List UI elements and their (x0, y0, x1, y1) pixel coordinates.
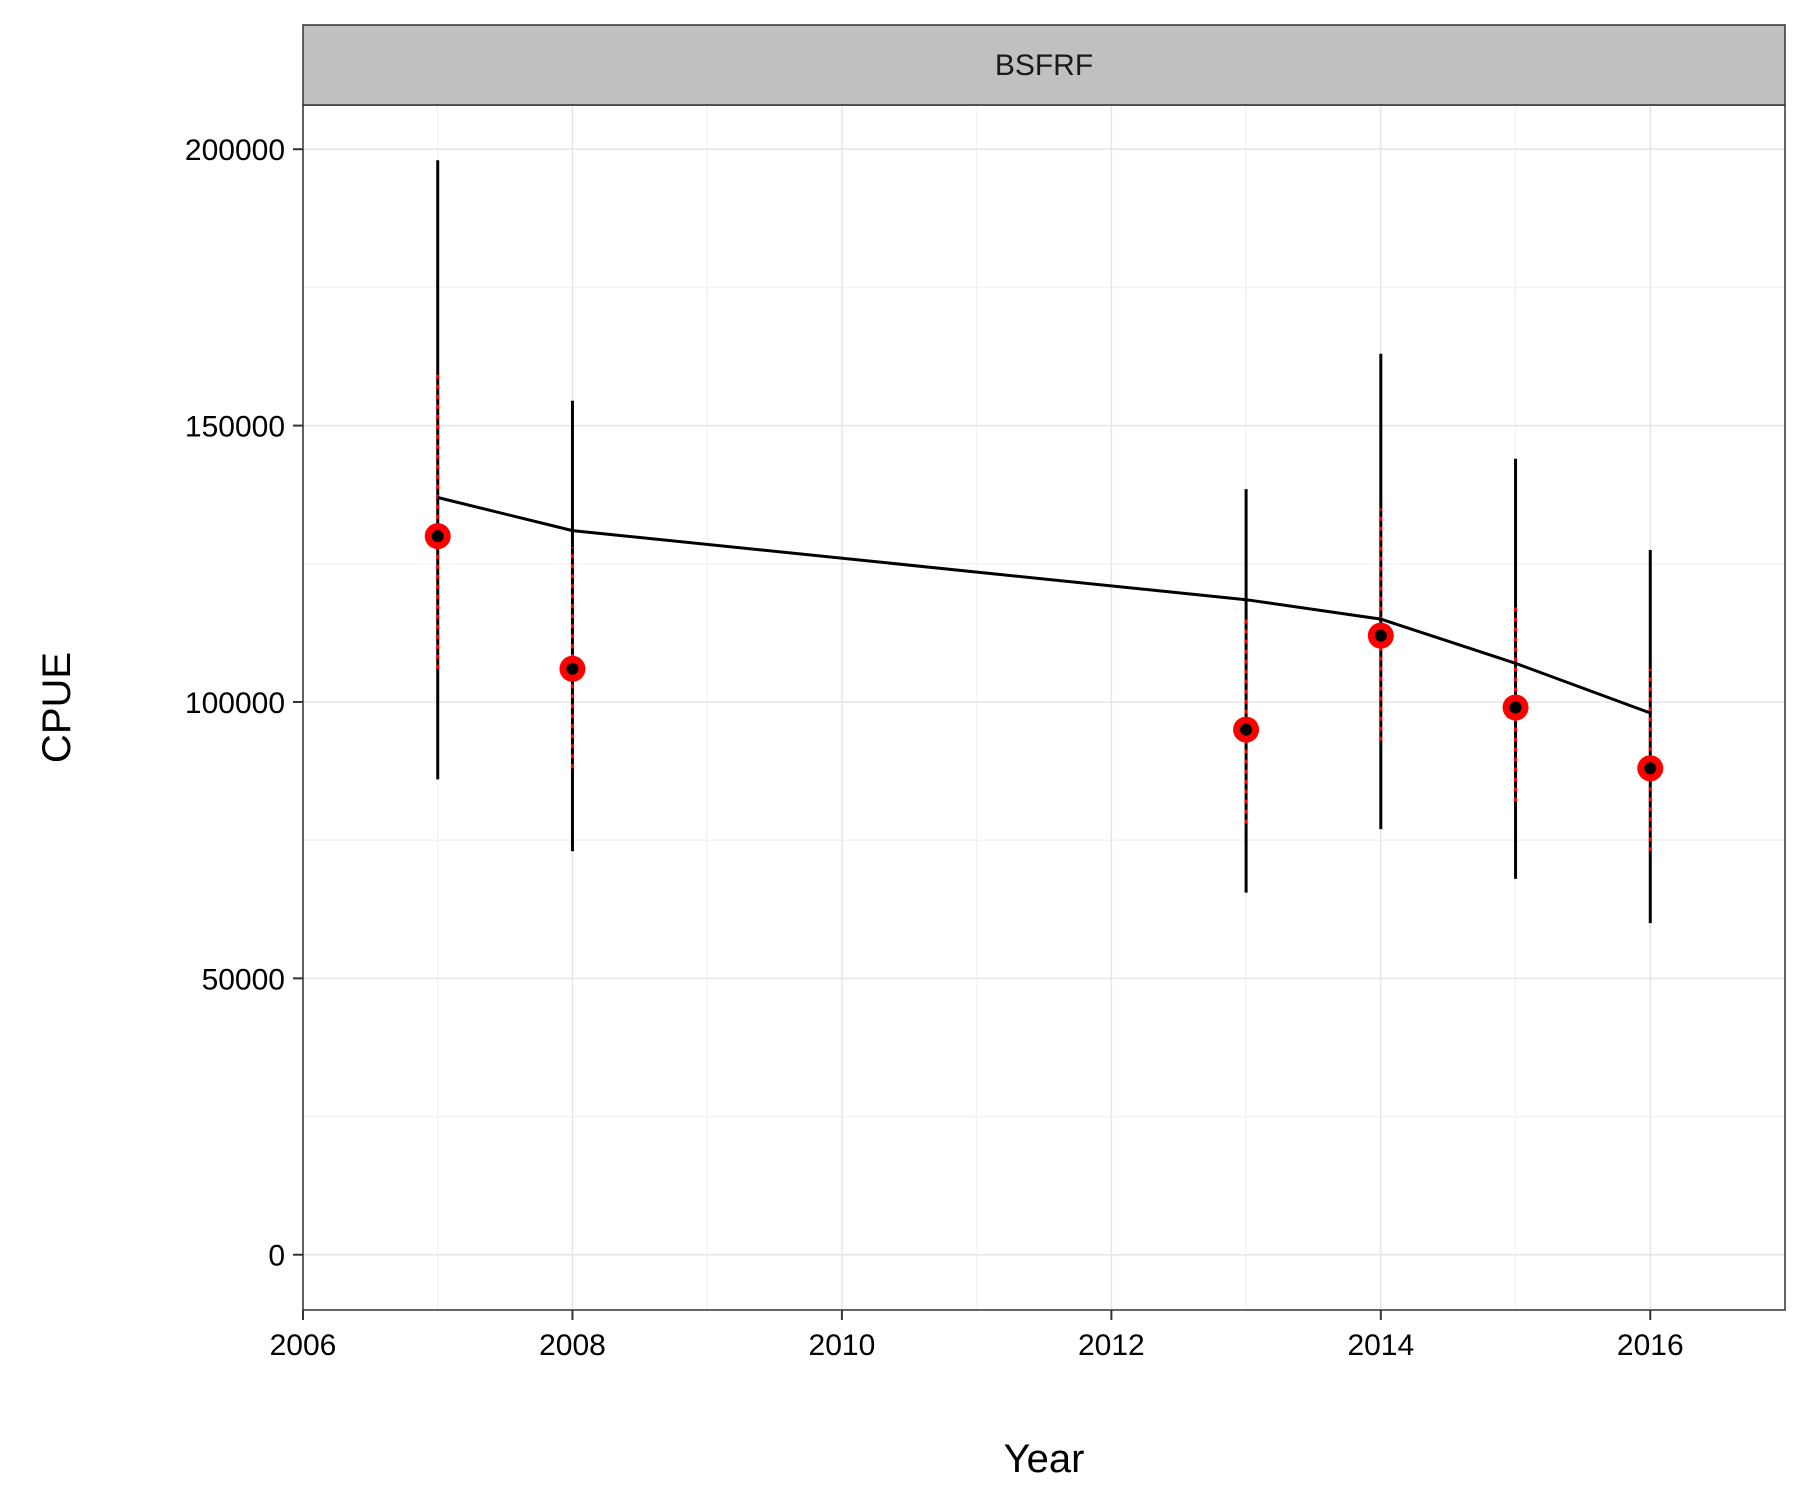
y-axis: 0 50000 100000 150000 200000 (185, 134, 303, 1273)
y-tick-label: 0 (268, 1240, 285, 1273)
x-axis-title: Year (1004, 1437, 1085, 1481)
x-tick-label: 2010 (809, 1329, 876, 1362)
error-bars (436, 160, 1652, 924)
observed-point-center (1509, 701, 1522, 714)
x-tick-label: 2016 (1617, 1329, 1684, 1362)
observed-point-center (1374, 629, 1387, 642)
y-tick-label: 200000 (185, 134, 285, 167)
x-axis: 2006 2008 2010 2012 2014 2016 (270, 1310, 1684, 1362)
observed-point-center (1240, 723, 1253, 736)
major-grid (302, 105, 1785, 1310)
observed-point-center (431, 530, 444, 543)
observed-point-center (1644, 762, 1657, 775)
x-tick-label: 2008 (539, 1329, 606, 1362)
predicted-line (437, 496, 1651, 715)
y-axis-title: CPUE (35, 652, 79, 763)
facet-strip (302, 24, 1786, 106)
observed-points (424, 523, 1664, 782)
facet-label: BSFRF (995, 49, 1093, 82)
y-tick-label: 100000 (185, 687, 285, 720)
x-tick-label: 2006 (270, 1329, 337, 1362)
observed-point-center (566, 662, 579, 675)
minor-grid (303, 105, 1785, 1310)
y-tick-label: 150000 (185, 411, 285, 444)
x-tick-label: 2014 (1347, 1329, 1414, 1362)
y-tick-label: 50000 (202, 963, 285, 996)
panel-border (302, 104, 1786, 1311)
x-tick-label: 2012 (1078, 1329, 1145, 1362)
